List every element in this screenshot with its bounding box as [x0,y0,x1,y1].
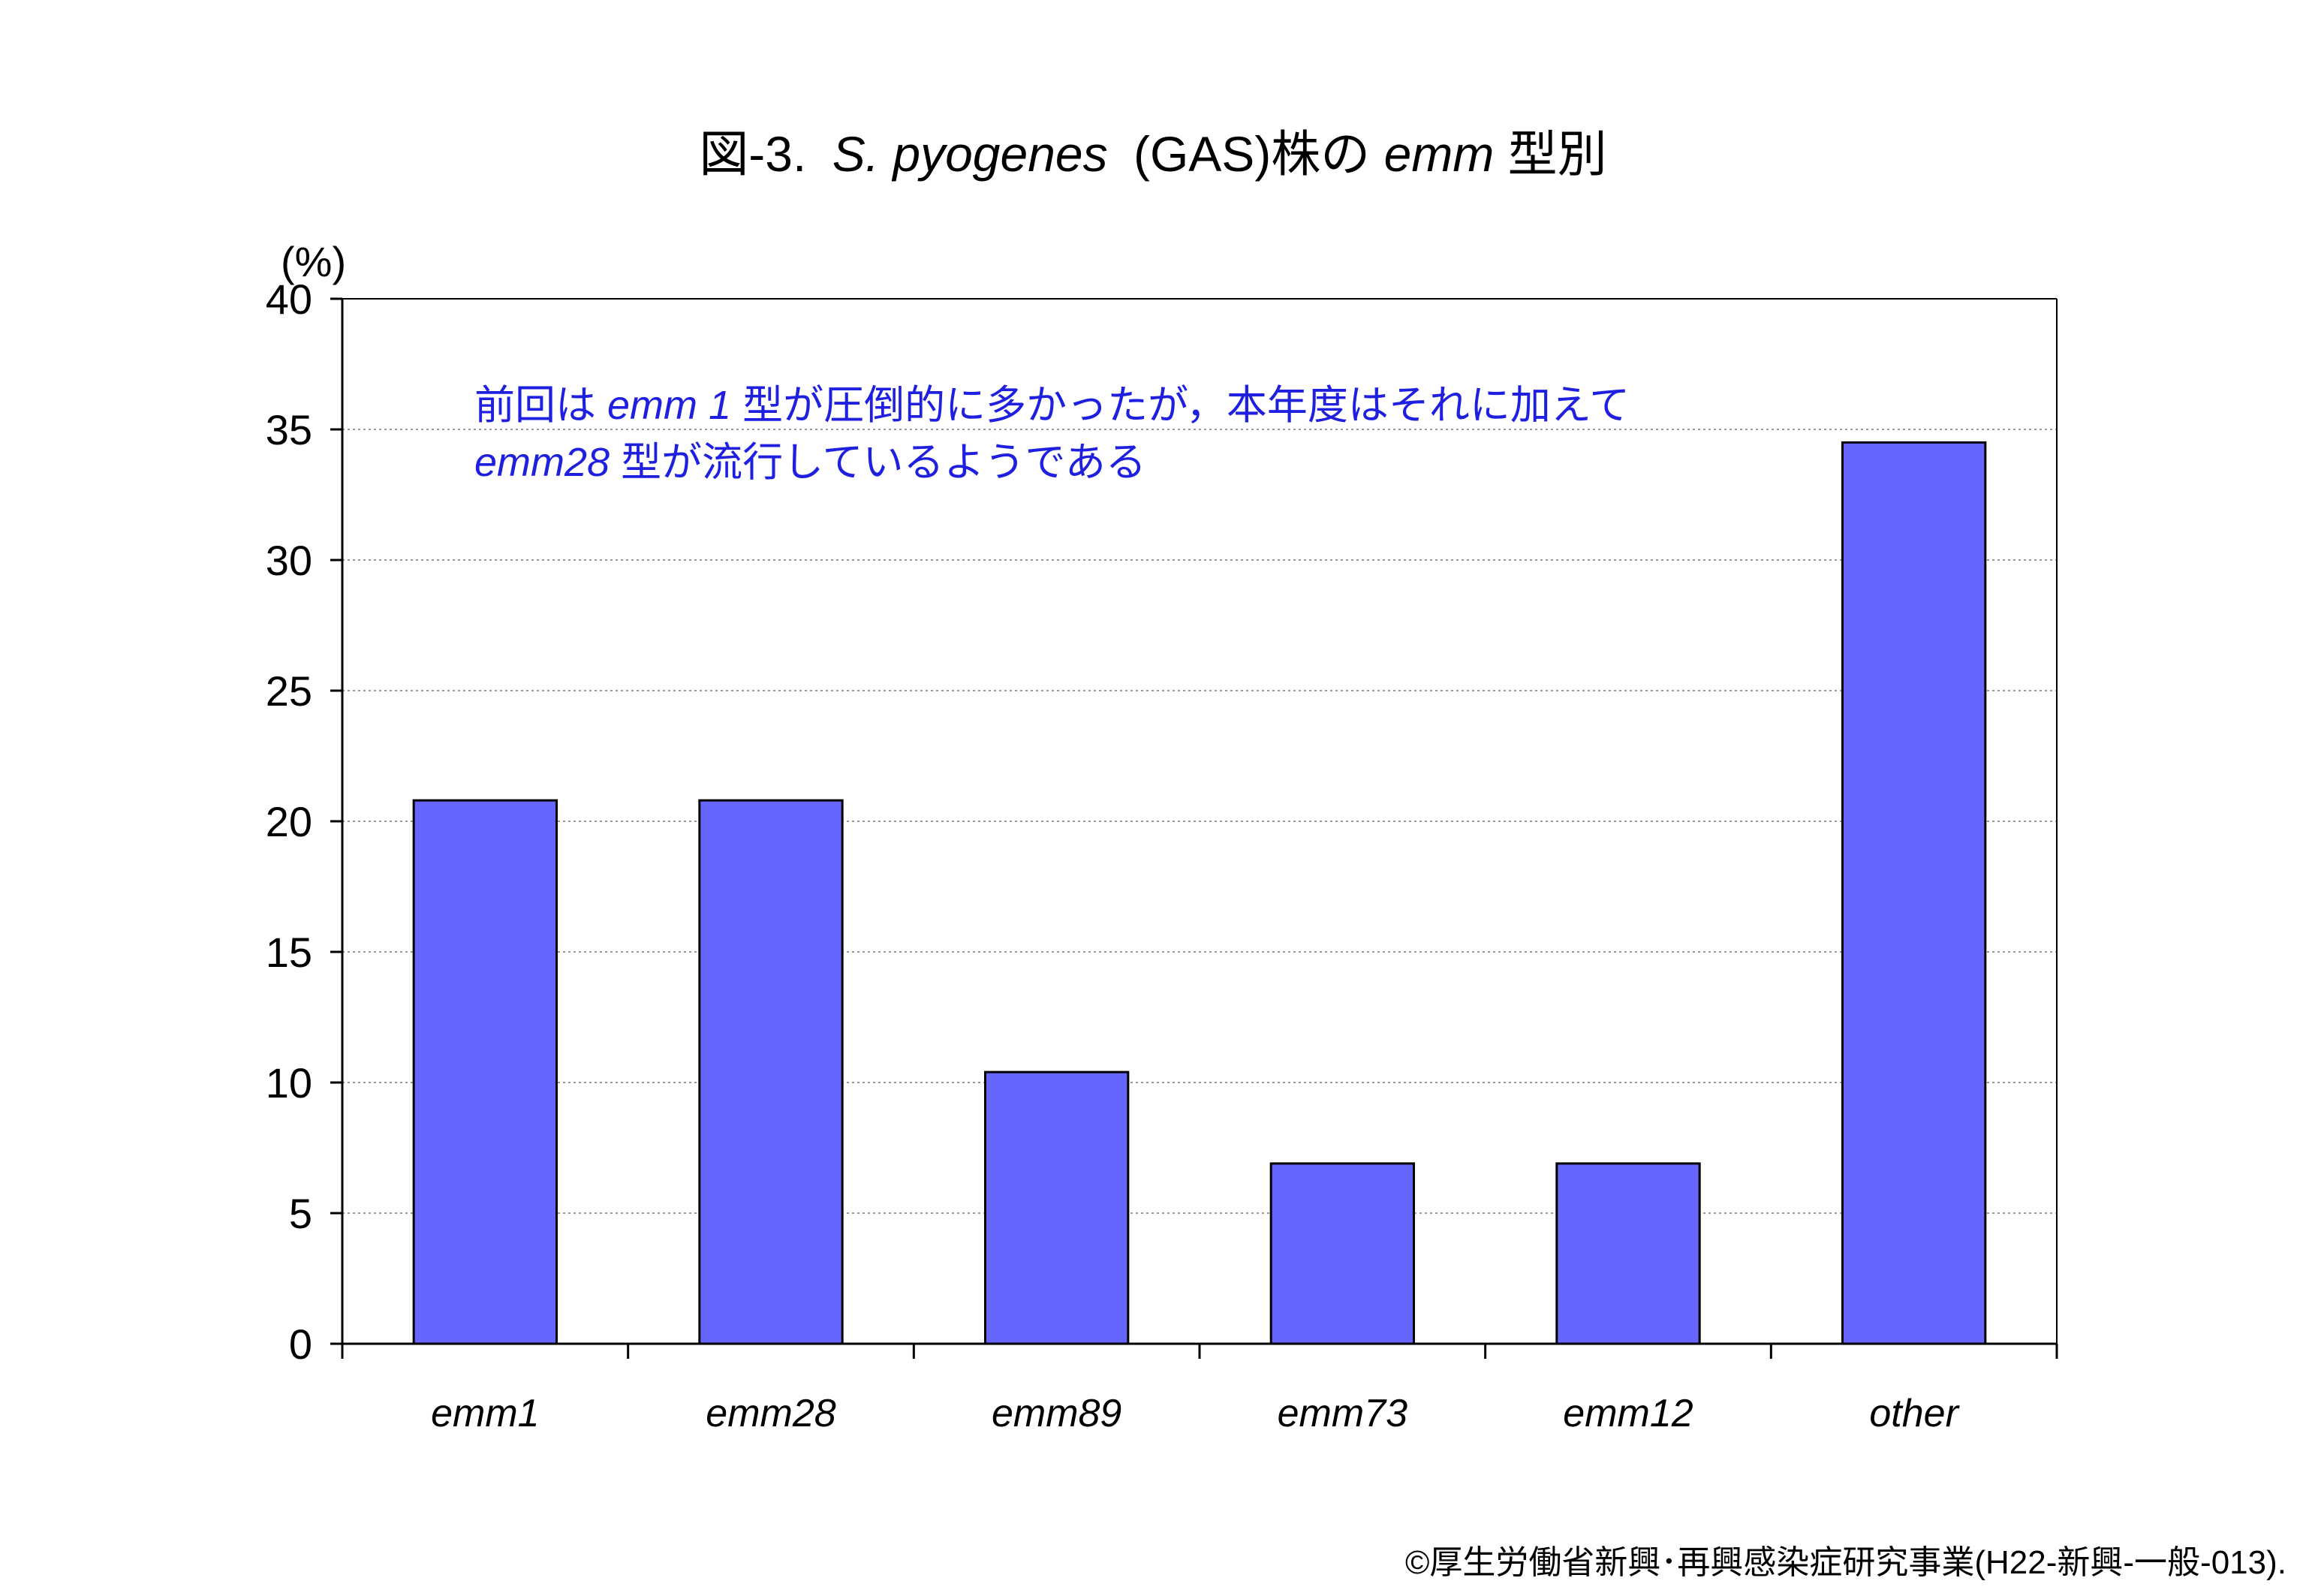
bars [412,441,1987,1345]
chart-title: 図-3. S. pyogenes (GAS)株の emm 型別 [699,126,1606,182]
y-tick-label: 35 [266,406,312,453]
x-tick-label: emm1 [431,1392,539,1435]
gridlines [342,298,2057,1214]
annotation-line-1-part-c: 型が圧倒的に多かったが，本年度はそれに加えて [742,383,1630,428]
x-tick-labels: emm1 emm28 emm89 emm73 emm12 other [431,1392,1961,1435]
title-species: S. pyogenes [832,126,1108,182]
x-tick-label: other [1869,1392,1960,1435]
title-prefix: 図-3. [699,126,806,182]
title-suffix: 型別 [1508,126,1607,182]
x-tick-label: emm73 [1278,1392,1407,1435]
y-tick-labels: 0 5 10 15 20 25 30 35 40 [266,276,312,1368]
y-tick-label: 40 [266,276,312,323]
y-tick-label: 15 [266,929,312,976]
y-tick-label: 5 [289,1190,312,1237]
x-tick-label: emm12 [1563,1392,1693,1435]
bar-emm12 [1555,1162,1701,1345]
title-middle: (GAS)株の [1133,126,1370,182]
y-tick-label: 30 [266,537,312,584]
bar-emm28 [698,799,844,1345]
annotation-line-2-part-a: emm28 [474,440,610,485]
bar-emm89 [984,1071,1130,1345]
x-tick-label: emm28 [706,1392,835,1435]
y-tick-label: 20 [266,798,312,845]
annotation-line-1-part-a: 前回は [474,383,596,428]
bar-emm1 [412,799,558,1345]
copyright-notice: ©厚生労働省新興･再興感染症研究事業(H22-新興-一般-013). [1405,1544,2286,1581]
annotation-line-2-part-b: 型が流行しているようである [621,440,1146,485]
bar-emm73 [1269,1162,1415,1345]
annotation-line-1-part-b: emm 1 [607,383,731,428]
annotation-line-2: emm28 型が流行しているようである [474,440,1146,485]
y-tick-label: 10 [266,1059,312,1107]
y-axis-unit: (%) [281,238,346,285]
axes [330,297,2058,1359]
y-tick-label: 0 [289,1320,312,1368]
bar-other [1841,441,1987,1345]
annotation-line-1: 前回は emm 1 型が圧倒的に多かったが，本年度はそれに加えて [474,383,1630,428]
title-gene: emm [1384,126,1495,182]
y-tick-label: 25 [266,667,312,715]
x-tick-label: emm89 [992,1392,1121,1435]
